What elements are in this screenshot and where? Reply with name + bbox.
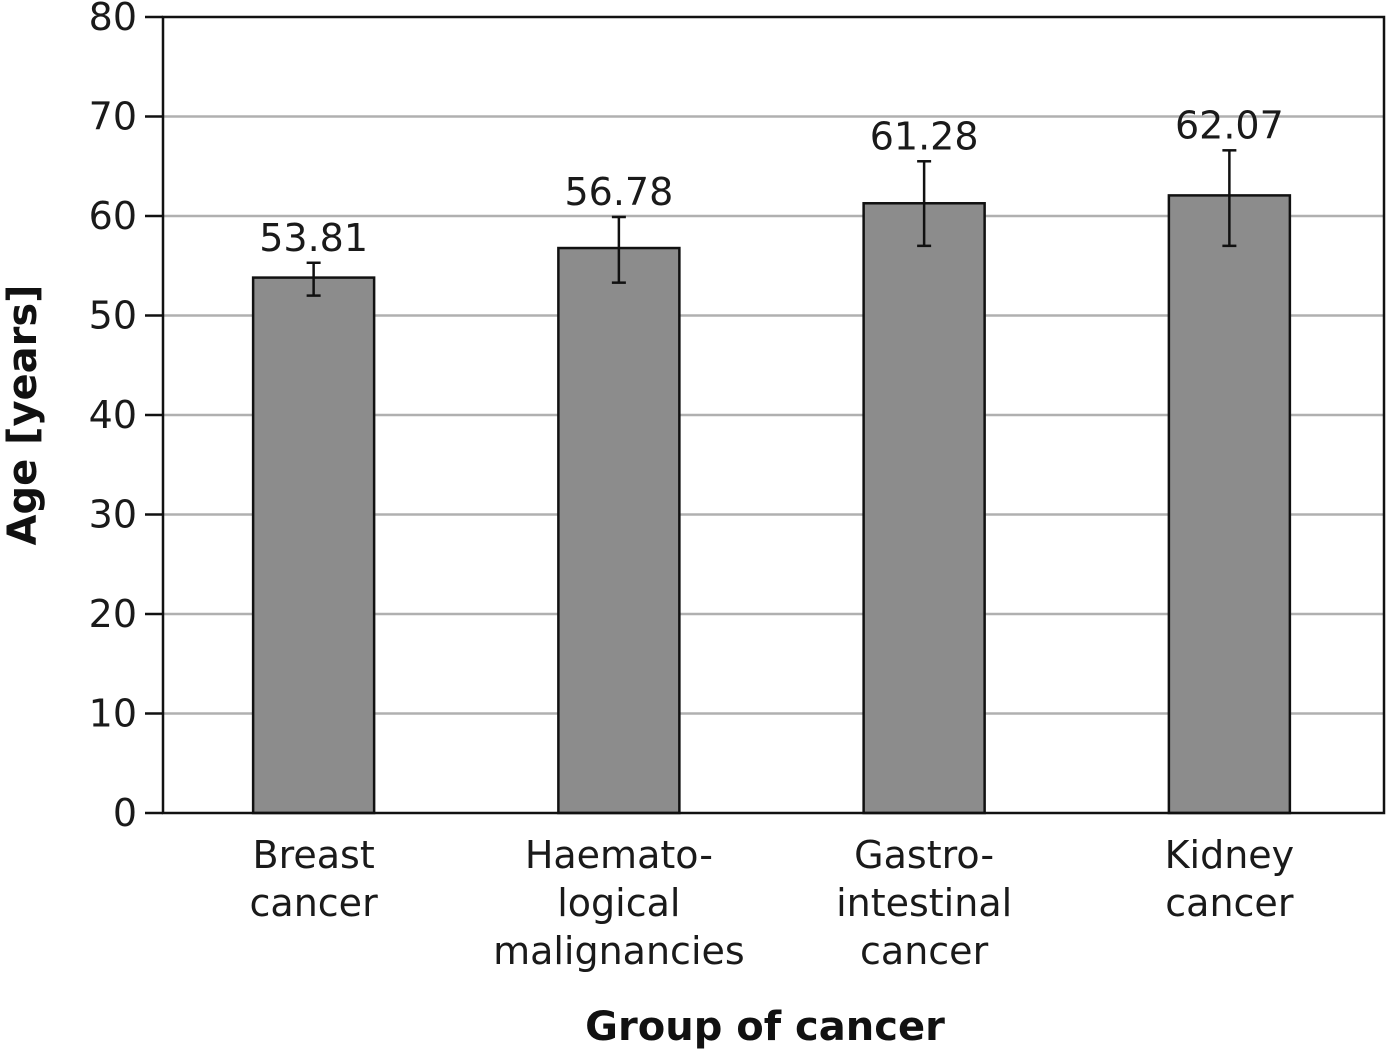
category-label: malignancies (493, 929, 745, 973)
category-label: Haemato- (525, 833, 713, 877)
y-tick-label: 20 (89, 592, 137, 636)
value-label: 53.81 (259, 216, 368, 260)
category-label: cancer (1165, 881, 1294, 925)
x-axis-title: Group of cancer (585, 1004, 945, 1050)
y-tick-labels: 0 10 20 30 40 50 60 70 80 (89, 0, 137, 835)
value-label: 62.07 (1175, 103, 1284, 147)
bar (251, 276, 376, 815)
category-label: cancer (860, 929, 989, 973)
y-tick-label: 70 (89, 95, 137, 139)
y-tick-label: 80 (89, 0, 137, 39)
bars (251, 194, 1292, 815)
y-tick-label: 10 (89, 692, 137, 736)
category-label: Kidney (1165, 833, 1295, 877)
y-tick-label: 40 (89, 393, 137, 437)
category-label: intestinal (836, 881, 1012, 925)
category-label: logical (557, 881, 680, 925)
bar (1167, 194, 1292, 815)
y-axis-title: Age [years] (0, 285, 46, 546)
y-tick-label: 50 (89, 294, 137, 338)
category-label: cancer (250, 881, 379, 925)
category-label: Gastro- (854, 833, 994, 877)
plot-frame (161, 15, 1386, 815)
axes (145, 15, 1386, 815)
y-tick-label: 0 (113, 791, 137, 835)
category-label: Breast (253, 833, 375, 877)
bar (557, 246, 681, 815)
value-labels: 53.81 56.78 61.28 62.07 (259, 103, 1284, 259)
y-tick-label: 60 (89, 194, 137, 238)
y-tick-label: 30 (89, 493, 137, 537)
value-label: 61.28 (870, 114, 979, 158)
bar (862, 202, 986, 815)
category-labels: BreastcancerHaemato-logicalmalignanciesG… (250, 833, 1295, 973)
error-bars (306, 149, 1237, 297)
value-label: 56.78 (564, 170, 673, 214)
